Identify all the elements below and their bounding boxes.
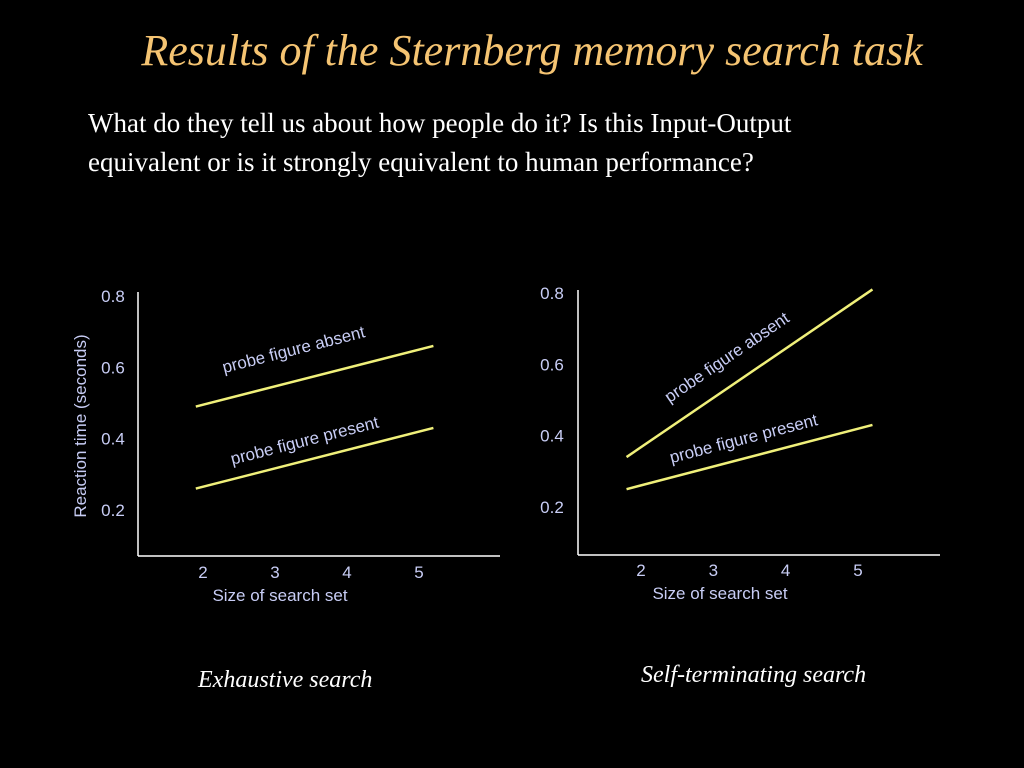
slide-title: Results of the Sternberg memory search t…	[141, 26, 923, 75]
series-line	[625, 288, 874, 459]
subtitle-line-2: equivalent or is it strongly equivalent …	[88, 147, 754, 177]
y-axis-label: Reaction time (seconds)	[71, 334, 90, 517]
x-tick-label: 5	[853, 561, 862, 580]
y-tick-label: 0.4	[101, 430, 125, 449]
x-tick-label: 4	[342, 563, 351, 582]
caption-self-terminating-search: Self-terminating search	[641, 662, 867, 688]
x-tick-label: 4	[781, 561, 790, 580]
chart-exhaustive-search: 0.2 0.4 0.6 0.8 2 3 4 5 Size of search set Reacti…	[71, 287, 500, 605]
y-tick-label: 0.8	[540, 284, 564, 303]
slide-subtitle: What do they tell us about how people do…	[88, 104, 1008, 182]
y-tick-label: 0.6	[540, 355, 564, 374]
x-tick-label: 3	[709, 561, 718, 580]
x-tick-label: 2	[198, 563, 207, 582]
series-line	[195, 426, 434, 490]
caption-exhaustive-search: Exhaustive search	[198, 667, 373, 693]
y-tick-label: 0.2	[101, 501, 125, 520]
x-axis-label: Size of search set	[652, 584, 787, 603]
y-tick-label: 0.8	[101, 287, 125, 306]
subtitle-line-1: What do they tell us about how people do…	[88, 108, 792, 138]
x-tick-label: 2	[636, 561, 645, 580]
x-axis-label: Size of search set	[212, 586, 347, 605]
x-tick-label: 3	[270, 563, 279, 582]
x-tick-label: 5	[414, 563, 423, 582]
y-tick-label: 0.4	[540, 427, 564, 446]
series-line	[626, 423, 873, 491]
series-line	[195, 344, 434, 408]
y-tick-label: 0.2	[540, 498, 564, 517]
y-tick-label: 0.6	[101, 358, 125, 377]
